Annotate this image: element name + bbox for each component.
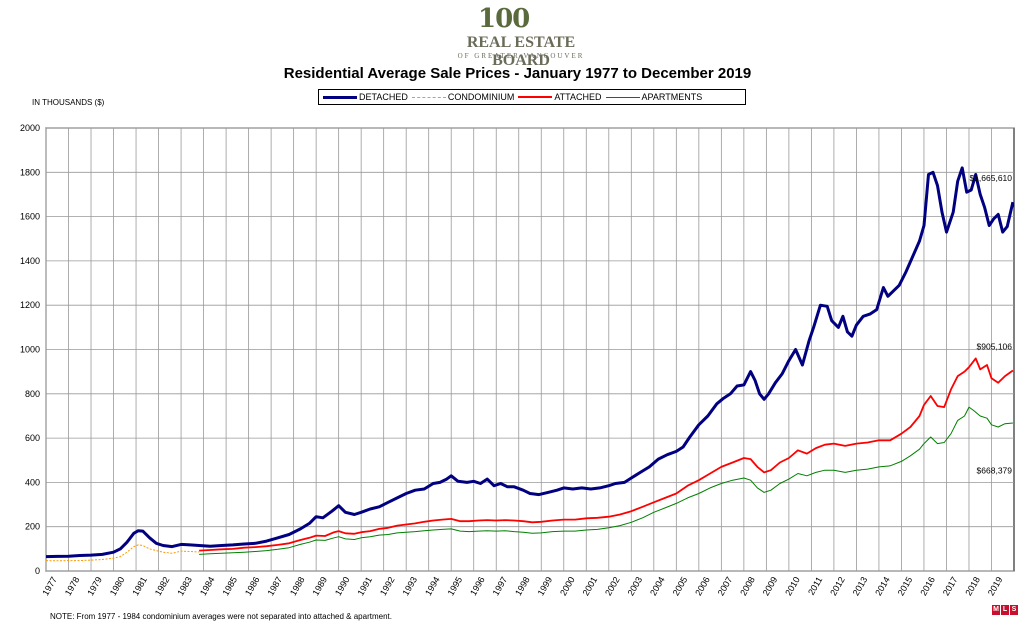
mls-logo: M L S <box>992 605 1019 615</box>
value-annotation: $668,379 <box>977 466 1013 476</box>
x-tick-label: 1999 <box>536 575 555 597</box>
x-tick-label: 2004 <box>648 575 667 597</box>
x-tick-label: 1994 <box>423 575 442 597</box>
x-tick-label: 2017 <box>941 575 960 597</box>
x-tick-label: 1998 <box>513 575 532 597</box>
x-tick-label: 1978 <box>63 575 82 597</box>
y-tick-label: 200 <box>25 522 40 532</box>
x-tick-label: 1987 <box>265 575 284 597</box>
x-tick-label: 2008 <box>738 575 757 597</box>
x-tick-label: 1996 <box>468 575 487 597</box>
y-tick-label: 1600 <box>20 212 40 222</box>
legend-label-apartments: APARTMENTS <box>641 92 703 102</box>
y-tick-label: 800 <box>25 389 40 399</box>
chart-legend: DETACHED CONDOMINIUM ATTACHED APARTMENTS <box>318 89 746 105</box>
series-line-condominium <box>45 544 200 562</box>
y-tick-label: 1000 <box>20 345 40 355</box>
legend-label-attached: ATTACHED <box>554 92 602 102</box>
y-tick-label: 400 <box>25 477 40 487</box>
rebgv-logo: 100 REAL ESTATE BOARD OF GREATER VANCOUV… <box>430 4 610 69</box>
x-tick-label: 1997 <box>491 575 510 597</box>
legend-swatch-detached <box>323 95 357 99</box>
legend-item-attached: ATTACHED <box>518 92 602 102</box>
series-line-apartments <box>199 406 1013 555</box>
series-line-detached <box>45 166 1015 559</box>
legend-label-condominium: CONDOMINIUM <box>447 92 515 102</box>
x-tick-label: 2014 <box>873 575 892 597</box>
x-tick-label: 2001 <box>581 575 600 597</box>
x-tick-label: 2002 <box>603 575 622 597</box>
legend-item-condominium: CONDOMINIUM <box>411 92 515 102</box>
x-tick-label: 1985 <box>220 575 239 597</box>
x-tick-label: 1977 <box>40 575 59 597</box>
y-tick-label: 2000 <box>20 123 40 133</box>
value-annotation: $905,106 <box>977 342 1013 352</box>
series-line-attached <box>199 357 1014 552</box>
x-tick-label: 1982 <box>153 575 172 597</box>
chart-title: Residential Average Sale Prices - Januar… <box>283 65 752 82</box>
x-tick-label: 2016 <box>918 575 937 597</box>
x-tick-label: 1993 <box>400 575 419 597</box>
x-tick-label: 2003 <box>626 575 645 597</box>
logo-hundred-text: 100 <box>478 4 530 34</box>
legend-label-detached: DETACHED <box>359 92 408 102</box>
value-annotation: $1,665,610 <box>969 173 1012 183</box>
x-tick-label: 2012 <box>828 575 847 597</box>
x-tick-label: 2007 <box>716 575 735 597</box>
logo-subtitle: OF GREATER VANCOUVER <box>457 52 585 60</box>
y-tick-label: 0 <box>35 566 40 576</box>
y-tick-label: 600 <box>25 433 40 443</box>
x-tick-label: 1990 <box>333 575 352 597</box>
x-tick-label: 1995 <box>446 575 465 597</box>
x-tick-label: 2015 <box>896 575 915 597</box>
legend-item-apartments: APARTMENTS <box>605 92 703 102</box>
x-tick-label: 1980 <box>108 575 127 597</box>
x-tick-label: 2018 <box>963 575 982 597</box>
x-tick-label: 2006 <box>693 575 712 597</box>
x-tick-label: 1979 <box>85 575 104 597</box>
logo-board-name: REAL ESTATE BOARD <box>466 34 576 69</box>
x-tick-label: 1986 <box>243 575 262 597</box>
x-tick-label: 2000 <box>558 575 577 597</box>
x-tick-label: 2019 <box>986 575 1005 597</box>
x-tick-label: 1989 <box>310 575 329 597</box>
x-tick-label: 1981 <box>130 575 149 597</box>
legend-swatch-attached <box>518 96 553 98</box>
x-tick-label: 1988 <box>288 575 307 597</box>
mls-letter-l: L <box>1001 605 1009 615</box>
x-tick-label: 2013 <box>851 575 870 597</box>
x-tick-label: 1984 <box>198 575 217 597</box>
units-label: IN THOUSANDS ($) <box>32 98 105 107</box>
legend-swatch-condominium <box>411 96 446 98</box>
x-tick-label: 1983 <box>175 575 194 597</box>
x-tick-label: 2011 <box>806 575 824 597</box>
x-tick-label: 2009 <box>761 575 780 597</box>
mls-letter-s: S <box>1010 605 1018 615</box>
x-tick-label: 1991 <box>355 575 374 597</box>
y-tick-label: 1800 <box>20 167 40 177</box>
legend-swatch-apartments <box>605 96 640 98</box>
x-tick-label: 2010 <box>783 575 802 597</box>
footnote: NOTE: From 1977 - 1984 condominium avera… <box>50 612 392 621</box>
x-tick-label: 1992 <box>378 575 397 597</box>
legend-item-detached: DETACHED <box>323 92 408 102</box>
x-tick-label: 2005 <box>671 575 690 597</box>
mls-letter-m: M <box>992 605 1000 615</box>
y-tick-label: 1200 <box>20 300 40 310</box>
y-tick-label: 1400 <box>20 256 40 266</box>
